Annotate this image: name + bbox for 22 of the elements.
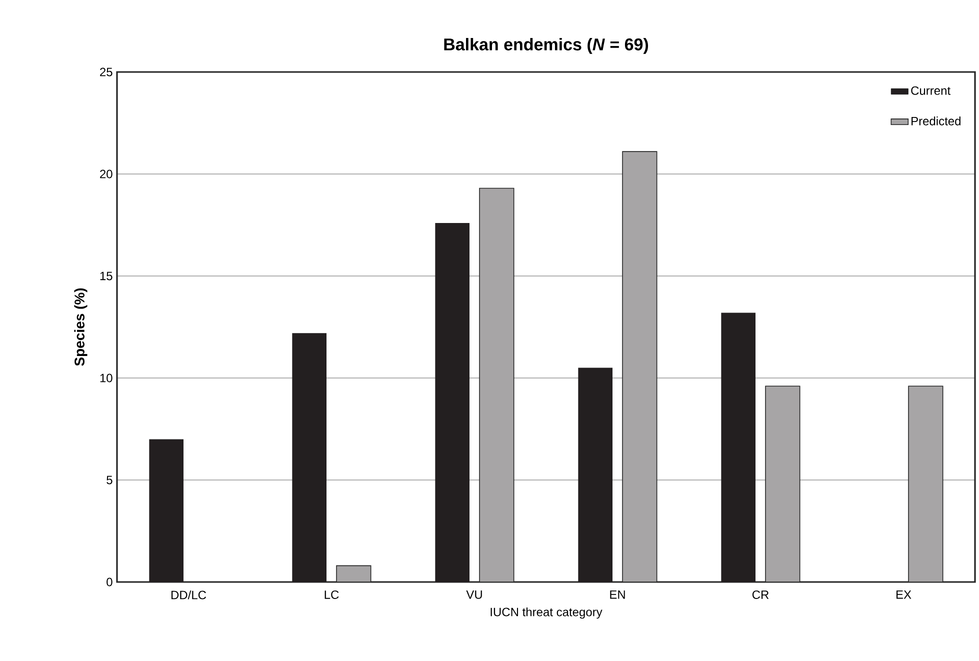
y-tick-label: 10	[100, 374, 112, 382]
legend-label: Current	[911, 86, 950, 95]
bar	[765, 386, 800, 582]
y-tick-label: 0	[106, 578, 112, 586]
x-tick-label: DD/LC	[171, 590, 206, 600]
x-tick-label: EN	[610, 590, 625, 599]
y-tick-label: 15	[100, 272, 112, 280]
x-tick-label: LC	[324, 590, 339, 599]
x-axis-title: IUCN threat category	[490, 607, 602, 619]
bar	[622, 151, 658, 582]
bar	[336, 565, 372, 582]
legend-label: Predicted	[912, 116, 960, 126]
x-tick-label: CR	[752, 590, 769, 599]
x-tick-label: EX	[896, 590, 912, 599]
y-tick-label: 25	[100, 68, 112, 76]
x-tick-label: VU	[466, 590, 482, 599]
chart-title: Balkan endemics (N = 69)	[444, 38, 648, 54]
y-axis-title: Species (%)	[74, 288, 88, 366]
y-tick-label: 5	[106, 476, 112, 484]
bar	[908, 386, 944, 582]
bar	[479, 188, 514, 582]
y-tick-label: 20	[100, 170, 112, 178]
